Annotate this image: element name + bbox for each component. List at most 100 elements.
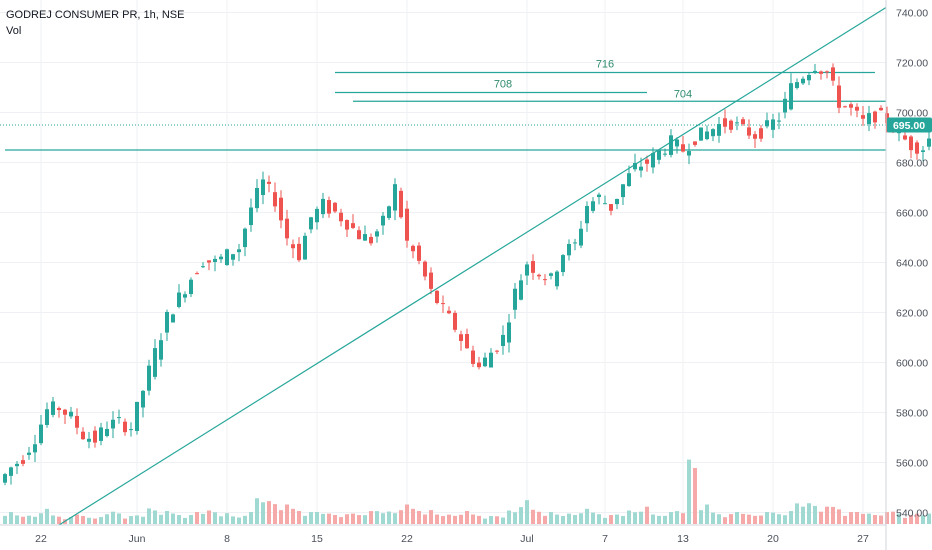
volume-bar-98: [591, 512, 595, 524]
candle-body-116: [699, 127, 703, 141]
candle-body-142: [855, 106, 859, 111]
volume-bar-105: [633, 512, 637, 524]
candle-body-154: [927, 138, 931, 147]
trendline-layer: [58, 6, 887, 526]
volume-bar-67: [405, 504, 409, 524]
candle-body-23: [141, 390, 145, 408]
candle-body-52: [315, 208, 319, 223]
candle-body-5: [33, 444, 37, 453]
candle-body-36: [219, 256, 223, 260]
volume-bar-54: [327, 513, 331, 524]
volume-bar-113: [681, 513, 685, 524]
candle-body-118: [711, 129, 715, 137]
volume-bar-39: [237, 517, 241, 524]
candle-body-68: [411, 245, 415, 252]
candle-body-51: [309, 217, 313, 230]
volume-bar-3: [21, 516, 25, 524]
candle-body-17: [105, 428, 109, 437]
candle-body-92: [555, 271, 559, 287]
volume-bar-0: [3, 515, 7, 524]
volume-bar-135: [813, 505, 817, 524]
level-annotation-2: 704: [674, 89, 692, 101]
candle-body-119: [717, 124, 721, 136]
candle-body-29: [177, 292, 181, 307]
candle-body-64: [387, 206, 391, 218]
volume-bar-20: [123, 518, 127, 524]
volume-bar-118: [711, 512, 715, 524]
candle-body-114: [687, 151, 691, 156]
candle-body-151: [909, 136, 913, 151]
candle-body-95: [573, 242, 577, 244]
volume-bar-56: [339, 517, 343, 524]
volume-bar-94: [567, 513, 571, 524]
volume-bar-70: [423, 514, 427, 524]
candle-body-16: [99, 427, 103, 441]
volume-bar-138: [831, 506, 835, 524]
candle-body-137: [825, 71, 829, 73]
volume-bar-23: [141, 516, 145, 524]
volume-indicator-label[interactable]: Vol: [6, 25, 21, 37]
candle-body-46: [279, 197, 283, 221]
volume-bar-97: [585, 508, 589, 524]
candle-body-62: [375, 231, 379, 237]
volume-bar-29: [177, 515, 181, 524]
candle-body-153: [921, 150, 925, 152]
volume-bar-37: [225, 513, 229, 524]
volume-bar-111: [669, 512, 673, 524]
candlesticks[interactable]: [3, 63, 932, 486]
candle-body-30: [183, 294, 187, 298]
level-annotations: 716 708 704: [494, 59, 692, 101]
candle-body-112: [675, 139, 679, 147]
volume-bar-109: [657, 515, 661, 524]
volume-bar-59: [357, 515, 361, 524]
volume-bar-34: [207, 510, 211, 524]
volume-bar-82: [495, 516, 499, 524]
volume-bar-144: [867, 513, 871, 524]
volume-bar-143: [861, 513, 865, 524]
candle-body-2: [15, 463, 19, 467]
candle-body-140: [843, 106, 847, 108]
volume-bar-132: [795, 503, 799, 524]
volume-bar-119: [717, 514, 721, 524]
candle-body-133: [801, 78, 805, 84]
candle-body-146: [879, 107, 883, 111]
candle-body-115: [693, 141, 697, 145]
candle-body-90: [543, 279, 547, 281]
candle-body-59: [357, 230, 361, 240]
price-axis[interactable]: 540.00 560.00 580.00 600.00 620.00 640.00 660.…: [896, 8, 928, 520]
candle-body-41: [249, 207, 253, 226]
volume-bar-35: [213, 512, 217, 524]
candle-body-101: [609, 204, 613, 211]
volume-bar-115: [693, 468, 697, 524]
volume-bar-124: [747, 514, 751, 524]
volume-bar-107: [645, 506, 649, 524]
candle-body-121: [729, 120, 733, 130]
candle-body-89: [537, 274, 541, 277]
candle-body-130: [783, 98, 787, 113]
y-tick-label-3: 600.00: [896, 358, 928, 370]
candle-body-93: [561, 255, 565, 273]
y-tick-label-0: 540.00: [896, 508, 928, 520]
candle-body-24: [147, 365, 151, 391]
volume-bar-61: [369, 511, 373, 524]
volume-bar-63: [381, 513, 385, 524]
time-axis[interactable]: 22 Jun 8 15 22 Jul 7 13 20 27: [0, 524, 886, 545]
volume-bar-76: [459, 514, 463, 524]
candle-body-8: [51, 401, 55, 415]
candle-body-54: [327, 200, 331, 214]
volume-bar-78: [471, 514, 475, 524]
candle-body-103: [621, 184, 625, 198]
candle-body-25: [153, 348, 157, 377]
candle-body-11: [69, 411, 73, 417]
volume-bar-147: [885, 512, 889, 524]
candle-body-3: [21, 460, 25, 464]
candle-body-85: [513, 288, 517, 310]
y-tick-label-8: 700.00: [896, 108, 928, 120]
volume-bar-142: [855, 511, 859, 524]
y-tick-label-7: 680.00: [896, 158, 928, 170]
candle-body-21: [129, 429, 133, 431]
candle-body-131: [789, 83, 793, 110]
candle-body-13: [81, 431, 85, 440]
volume-bar-84: [507, 510, 511, 524]
volume-bar-90: [543, 515, 547, 524]
